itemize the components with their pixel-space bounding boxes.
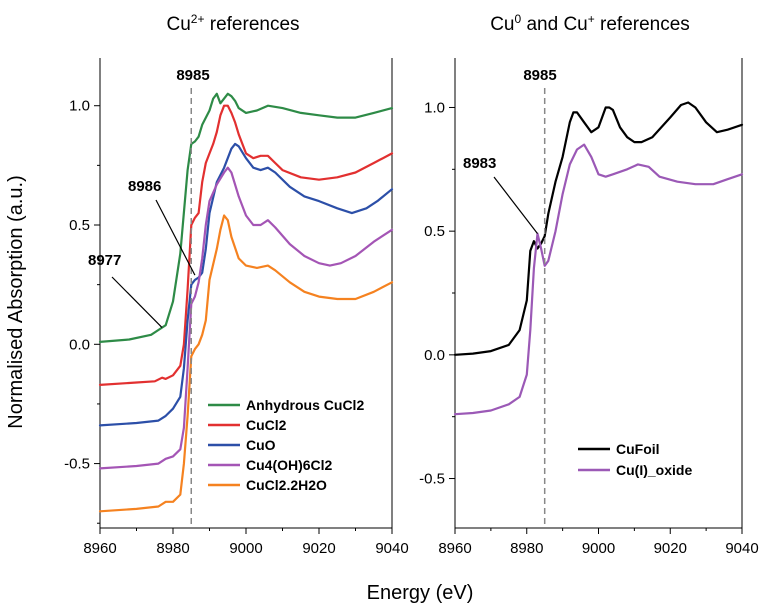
reference-line-label: 8985 (523, 67, 556, 84)
annotation-leader (155, 199, 196, 276)
y-tick-label: 0.5 (424, 223, 445, 240)
x-tick-label: 9020 (654, 540, 687, 557)
y-tick-label: 1.0 (424, 99, 445, 116)
x-tick-label: 9040 (725, 540, 758, 557)
x-axis-title: Energy (eV) (367, 582, 474, 604)
x-tick-label: 8980 (510, 540, 543, 557)
left-plot-area: 8960 8980 9000 9020 9040 -0.5 0.0 0.5 1.0 8985 898… (64, 58, 409, 557)
legend-entry: CuO (246, 437, 276, 453)
y-axis-title: Normalised Absorption (a.u.) (5, 175, 27, 428)
right-panel-title: Cu0 and Cu+ references (490, 12, 690, 35)
x-tick-label: 8960 (83, 540, 116, 557)
right-legend: CuFoil Cu(I)_oxide (578, 441, 692, 478)
left-legend: Anhydrous CuCl2 CuCl2 CuO Cu4(OH)6Cl2 CuCl2.… (208, 397, 364, 493)
y-tick-label: 1.0 (69, 98, 90, 115)
annotation-label: 8983 (463, 155, 496, 172)
x-tick-label: 9020 (302, 540, 335, 557)
reference-line-label: 8985 (176, 67, 209, 84)
annotation-label: 8977 (88, 252, 121, 269)
series-line-CuCl2.2H2O (98, 214, 394, 513)
annotation-leader (111, 276, 163, 329)
series-line-Cu(I)_oxide (453, 143, 744, 416)
x-tick-label: 8980 (156, 540, 189, 557)
x-tick-label: 9000 (582, 540, 615, 557)
legend-entry: Cu4(OH)6Cl2 (246, 457, 333, 473)
series-line-CuO (98, 142, 394, 427)
series-line-Cu4(OH)6Cl2 (98, 166, 394, 470)
legend-entry: Anhydrous CuCl2 (246, 397, 364, 413)
left-panel-title: Cu2+ references (166, 12, 299, 35)
x-tick-label: 9000 (229, 540, 262, 557)
legend-entry: CuCl2.2H2O (246, 477, 327, 493)
annotation-label: 8986 (128, 178, 161, 195)
series-line-Anhydrous CuCl2 (98, 92, 394, 343)
y-tick-label: 0.0 (69, 336, 90, 353)
right-plot-area: 8960 8980 9000 9020 9040 -0.5 0.0 0.5 1.0 8985 898… (419, 58, 759, 557)
left-panel: Cu2+ references 8960 8980 9000 9020 9040 -0.5… (64, 12, 409, 557)
y-tick-label: -0.5 (419, 471, 445, 488)
series-line-CuCl2 (98, 104, 394, 386)
y-tick-label: 0.0 (424, 347, 445, 364)
series-line-CuFoil (453, 101, 744, 356)
y-tick-label: -0.5 (64, 456, 90, 473)
x-tick-label: 9040 (375, 540, 408, 557)
legend-entry: CuCl2 (246, 417, 287, 433)
right-panel: Cu0 and Cu+ references 8960 8980 9000 9020 9… (419, 12, 759, 557)
y-tick-label: 0.5 (69, 217, 90, 234)
legend-entry: CuFoil (616, 441, 660, 457)
annotation-leader (493, 176, 538, 234)
legend-entry: Cu(I)_oxide (616, 462, 692, 478)
x-tick-label: 8960 (438, 540, 471, 557)
